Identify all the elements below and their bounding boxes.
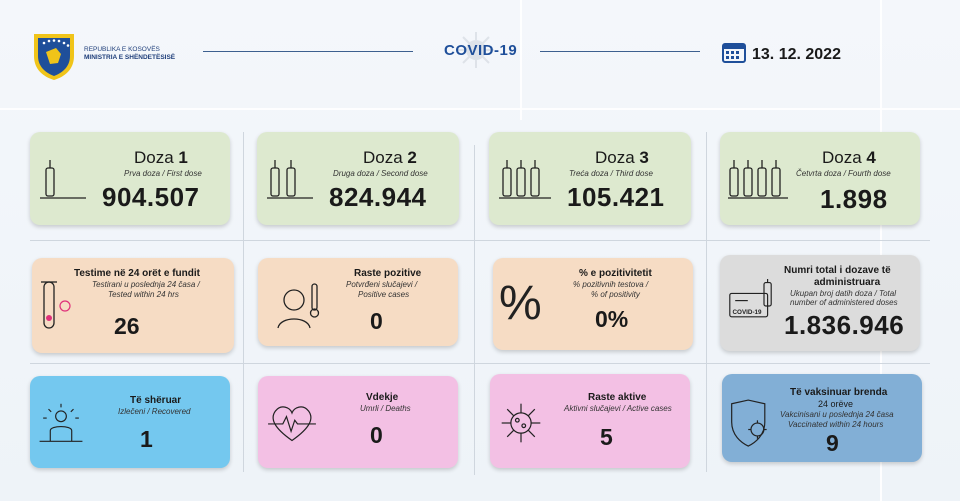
active-cases-value: 5: [600, 424, 613, 450]
positivity-subtitle-1: % pozitivnih testova /: [573, 280, 649, 289]
dose-1-heading: Doza 1: [134, 148, 188, 167]
dose-2-card: Doza 2 Druga doza / Second dose 824.944: [257, 132, 459, 225]
recovered-value: 1: [140, 426, 153, 452]
dose-4-heading: Doza 4: [822, 148, 876, 167]
vials-icon: [499, 160, 551, 199]
dose-3-value: 105.421: [567, 182, 665, 212]
header-rule-right: [540, 51, 700, 52]
vaccinated-24h-title-1: Të vaksinuar brenda: [790, 387, 888, 398]
header-rule-left: [203, 51, 413, 52]
vaccinated-24h-value: 9: [826, 430, 839, 456]
vaccinated-24h-card: Të vaksinuar brenda 24 orëve Vakcinisani…: [722, 374, 922, 462]
positivity-card: % % e pozitivitetit % pozitivnih testova…: [493, 258, 693, 350]
tests-title: Testime në 24 orët e fundit: [74, 268, 200, 279]
dose-1-card: Doza 1 Prva doza / First dose 904.507: [30, 132, 230, 225]
ministry-line-1: REPUBLIKA E KOSOVËS: [84, 46, 160, 53]
coat-of-arms-logo: [34, 34, 74, 80]
deaths-title: Vdekje: [366, 392, 399, 403]
vaccine-card-icon: COVID-19: [729, 279, 772, 318]
dose-1-subtitle: Prva doza / First dose: [124, 169, 202, 178]
positivity-title: % e pozitivitetit: [579, 268, 652, 279]
tests-value: 26: [114, 313, 140, 339]
positive-cases-subtitle-1: Potvrđeni slučajevi /: [346, 280, 418, 289]
percent-icon: %: [499, 277, 542, 330]
ministry-name: REPUBLIKA E KOSOVËS MINISTRIA E SHËNDETË…: [84, 46, 175, 62]
background-line: [520, 0, 522, 120]
deaths-value: 0: [370, 422, 383, 448]
active-cases-subtitle: Aktivni slučajevi / Active cases: [564, 404, 672, 413]
total-doses-title-1: Numri total i dozave të: [784, 265, 891, 276]
vial-icon: [40, 160, 86, 199]
total-doses-title-2: administruara: [814, 277, 881, 288]
background-line: [880, 0, 882, 501]
total-doses-value: 1.836.946: [784, 310, 905, 340]
positive-cases-card: Raste pozitive Potvrđeni slučajevi / Pos…: [258, 258, 458, 346]
dose-3-heading: Doza 3: [595, 148, 649, 167]
recovered-person-icon: [39, 403, 83, 442]
positivity-subtitle-2: % of positivity: [591, 290, 640, 299]
vaccinated-24h-subtitle-2: Vaccinated within 24 hours: [788, 420, 884, 429]
column-divider: [243, 132, 244, 472]
dose-3-card: Doza 3 Treća doza / Third dose 105.421: [489, 132, 691, 225]
tests-card: Testime në 24 orët e fundit Testirani u …: [32, 258, 234, 353]
positive-cases-value: 0: [370, 308, 383, 334]
dose-2-heading: Doza 2: [363, 148, 417, 167]
row-divider: [30, 363, 930, 364]
page-title: COVID-19: [444, 42, 518, 59]
fever-person-icon: [277, 283, 320, 329]
dose-4-subtitle: Četvrta doza / Fourth dose: [796, 169, 891, 178]
tests-subtitle-2: Tested within 24 hrs: [108, 290, 179, 299]
deaths-subtitle: Umrli / Deaths: [360, 404, 411, 413]
virus-icon: [458, 32, 494, 68]
vials-icon: [728, 160, 788, 199]
dose-4-card: Doza 4 Četvrta doza / Fourth dose 1.898: [720, 132, 920, 225]
positivity-value: 0%: [595, 306, 629, 332]
tests-subtitle-1: Testirani u poslednja 24 časa /: [92, 280, 200, 289]
vials-icon: [267, 160, 313, 199]
total-doses-subtitle-1: Ukupan broj datih doza / Total: [790, 289, 896, 298]
heartbeat-icon: [268, 406, 316, 442]
total-doses-card: COVID-19 Numri total i dozave të adminis…: [720, 255, 920, 351]
column-divider: [706, 132, 707, 472]
vaccinated-24h-subtitle-1: Vakcinisani u poslednja 24 časa: [780, 410, 894, 419]
row-divider: [30, 240, 930, 241]
recovered-card: Të shëruar Izlečeni / Recovered 1: [30, 376, 230, 468]
calendar-icon: [722, 43, 746, 63]
virus-icon: [501, 403, 541, 443]
positive-cases-subtitle-2: Positive cases: [358, 290, 410, 299]
active-cases-card: Raste aktive Aktivni slučajevi / Active …: [490, 374, 690, 468]
dose-4-value: 1.898: [820, 184, 888, 214]
report-date: 13. 12. 2022: [752, 46, 841, 63]
ministry-line-2: MINISTRIA E SHËNDETËSISË: [84, 54, 176, 61]
dose-2-subtitle: Druga doza / Second dose: [333, 169, 428, 178]
test-tube-icon: [41, 281, 71, 329]
vaccinated-24h-title-2: 24 orëve: [818, 399, 854, 409]
covid-badge-text: COVID-19: [733, 309, 763, 316]
active-cases-title: Raste aktive: [588, 392, 647, 403]
dose-3-subtitle: Treća doza / Third dose: [569, 169, 653, 178]
total-doses-subtitle-2: number of administered doses: [790, 298, 898, 307]
positive-cases-title: Raste pozitive: [354, 268, 422, 279]
dose-2-value: 824.944: [329, 182, 427, 212]
column-divider: [474, 145, 475, 475]
background-line: [0, 108, 960, 110]
recovered-subtitle: Izlečeni / Recovered: [118, 407, 191, 416]
shield-virus-icon: [731, 399, 767, 447]
recovered-title: Të shëruar: [130, 395, 182, 406]
deaths-card: Vdekje Umrli / Deaths 0: [258, 376, 458, 468]
dose-1-value: 904.507: [102, 182, 200, 212]
